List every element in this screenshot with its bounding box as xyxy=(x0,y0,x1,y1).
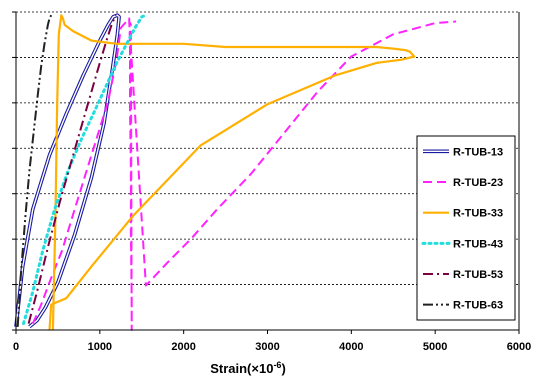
legend-entry: R-TUB-53 xyxy=(423,269,503,281)
legend-label: R-TUB-43 xyxy=(453,238,503,250)
legend-entry: R-TUB-33 xyxy=(423,208,503,220)
series-r-tub-33 xyxy=(48,14,416,331)
legend-label: R-TUB-53 xyxy=(453,269,503,281)
series-line xyxy=(22,13,148,326)
legend-label: R-TUB-63 xyxy=(453,300,503,312)
x-tick-label: 5000 xyxy=(423,341,447,353)
x-tick-label: 0 xyxy=(13,341,19,353)
legend: R-TUB-13 R-TUB-23 R-TUB-33 R-TUB-43 R-TUB-53… xyxy=(416,135,516,321)
x-tick-label: 1000 xyxy=(88,341,112,353)
legend-entry: R-TUB-63 xyxy=(423,300,503,312)
series-line xyxy=(48,14,416,331)
x-tick-label: 3000 xyxy=(255,341,279,353)
legend-entry: R-TUB-13 xyxy=(423,146,503,158)
series-line xyxy=(31,17,457,331)
series-r-tub-63 xyxy=(16,14,53,327)
series-line xyxy=(16,14,53,327)
series-r-tub-43 xyxy=(22,13,148,326)
series-line xyxy=(27,14,117,324)
legend-box xyxy=(416,135,516,321)
legend-entry: R-TUB-23 xyxy=(423,177,503,189)
x-tick-label: 2000 xyxy=(171,341,195,353)
x-tick-label: 4000 xyxy=(339,341,363,353)
series-r-tub-23 xyxy=(31,17,457,331)
x-tick-label: 6000 xyxy=(507,341,531,353)
series-line-inner xyxy=(15,14,120,328)
legend-label: R-TUB-13 xyxy=(453,146,503,158)
legend-label: R-TUB-33 xyxy=(453,208,503,220)
x-axis-title: Strain(×10-6) xyxy=(210,360,286,376)
series-r-tub-53 xyxy=(27,14,117,324)
series-layer xyxy=(14,13,457,331)
x-tick-labels: 0 1000 2000 3000 4000 5000 6000 xyxy=(13,330,531,353)
series-r-tub-13 xyxy=(14,13,121,329)
legend-entry: R-TUB-43 xyxy=(421,238,503,250)
legend-label: R-TUB-23 xyxy=(453,177,503,189)
